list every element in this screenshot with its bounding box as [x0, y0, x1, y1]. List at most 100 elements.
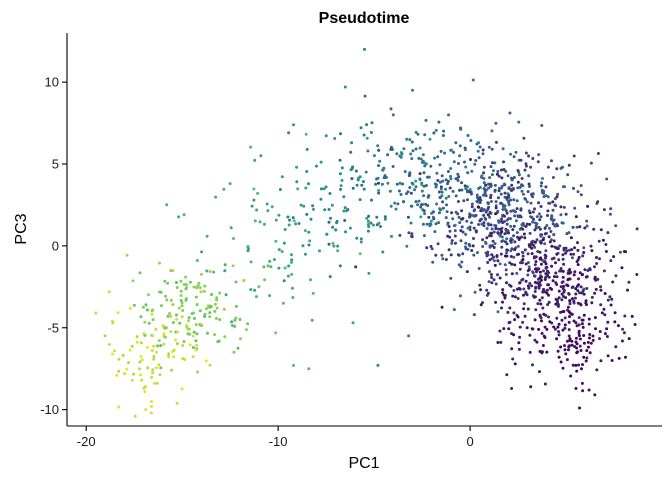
data-point [557, 258, 561, 262]
data-point [512, 255, 516, 259]
data-point [567, 328, 571, 332]
data-point [588, 351, 592, 355]
data-point [312, 207, 315, 211]
data-point [242, 279, 246, 282]
data-point [509, 152, 513, 156]
data-point [419, 215, 423, 219]
data-point [531, 210, 535, 214]
data-point [456, 172, 460, 176]
data-point [395, 152, 399, 156]
data-point [502, 327, 506, 331]
data-point [503, 263, 507, 267]
data-point [556, 325, 560, 329]
data-point [562, 262, 566, 266]
data-point [538, 218, 542, 222]
data-point [509, 239, 512, 243]
data-point [166, 314, 170, 318]
data-point [194, 348, 198, 352]
data-point [568, 271, 571, 275]
data-point [559, 360, 563, 364]
data-point [585, 275, 589, 279]
data-point [518, 185, 522, 189]
data-point [246, 245, 250, 249]
data-point [499, 192, 503, 196]
data-point [138, 367, 141, 371]
data-point [186, 327, 190, 331]
data-point [489, 193, 493, 197]
data-point [409, 191, 413, 195]
data-point [526, 252, 530, 256]
data-point [482, 177, 486, 180]
data-point [518, 335, 522, 339]
data-point [587, 317, 591, 321]
data-point [633, 323, 637, 326]
data-point [139, 315, 143, 319]
data-point [598, 337, 601, 341]
data-point [218, 318, 222, 322]
data-point [449, 167, 453, 170]
data-point [517, 286, 521, 290]
data-point [529, 385, 533, 389]
data-point [454, 177, 458, 181]
data-point [563, 323, 567, 327]
data-point [460, 260, 464, 264]
data-point [151, 318, 155, 322]
data-point [309, 217, 313, 221]
data-point [507, 217, 511, 221]
data-point [410, 232, 414, 236]
data-point [525, 326, 529, 330]
data-point [511, 228, 515, 232]
data-point [596, 277, 600, 281]
data-point [466, 190, 469, 194]
data-point [533, 338, 537, 342]
data-point [529, 201, 533, 205]
data-point [591, 334, 595, 338]
data-point [478, 283, 482, 287]
data-point [234, 280, 238, 284]
data-point [160, 304, 163, 308]
data-point [581, 325, 585, 329]
data-point [236, 346, 240, 350]
data-point [338, 172, 342, 176]
data-point [527, 209, 531, 213]
data-point [547, 283, 550, 287]
data-point [490, 253, 494, 257]
data-point [529, 165, 533, 169]
data-point [500, 230, 504, 234]
data-point [431, 215, 435, 219]
data-point [470, 202, 474, 206]
data-point [427, 215, 431, 219]
data-point [486, 261, 490, 264]
data-point [127, 361, 130, 365]
data-point [429, 219, 433, 223]
data-point [578, 344, 582, 348]
data-point [531, 363, 534, 367]
data-point [329, 216, 332, 220]
data-point [603, 313, 607, 317]
data-point [570, 286, 574, 289]
data-point [602, 269, 606, 273]
data-point [171, 321, 175, 324]
data-point [568, 268, 572, 271]
data-point [445, 203, 448, 207]
data-point [318, 249, 321, 253]
data-point [568, 299, 572, 303]
data-point [436, 155, 440, 159]
data-point [470, 221, 473, 225]
data-point [378, 159, 382, 163]
data-point [334, 228, 338, 232]
data-point [286, 274, 290, 278]
data-point [277, 266, 281, 270]
data-point [491, 239, 495, 243]
data-point [291, 296, 295, 299]
data-point [533, 263, 537, 267]
data-point [577, 316, 581, 320]
data-point [530, 252, 534, 256]
data-point [172, 348, 176, 352]
data-point [379, 225, 383, 228]
data-point [517, 215, 521, 219]
data-point [578, 337, 582, 341]
data-point [336, 249, 340, 253]
data-point [507, 283, 511, 287]
data-point [299, 203, 303, 207]
